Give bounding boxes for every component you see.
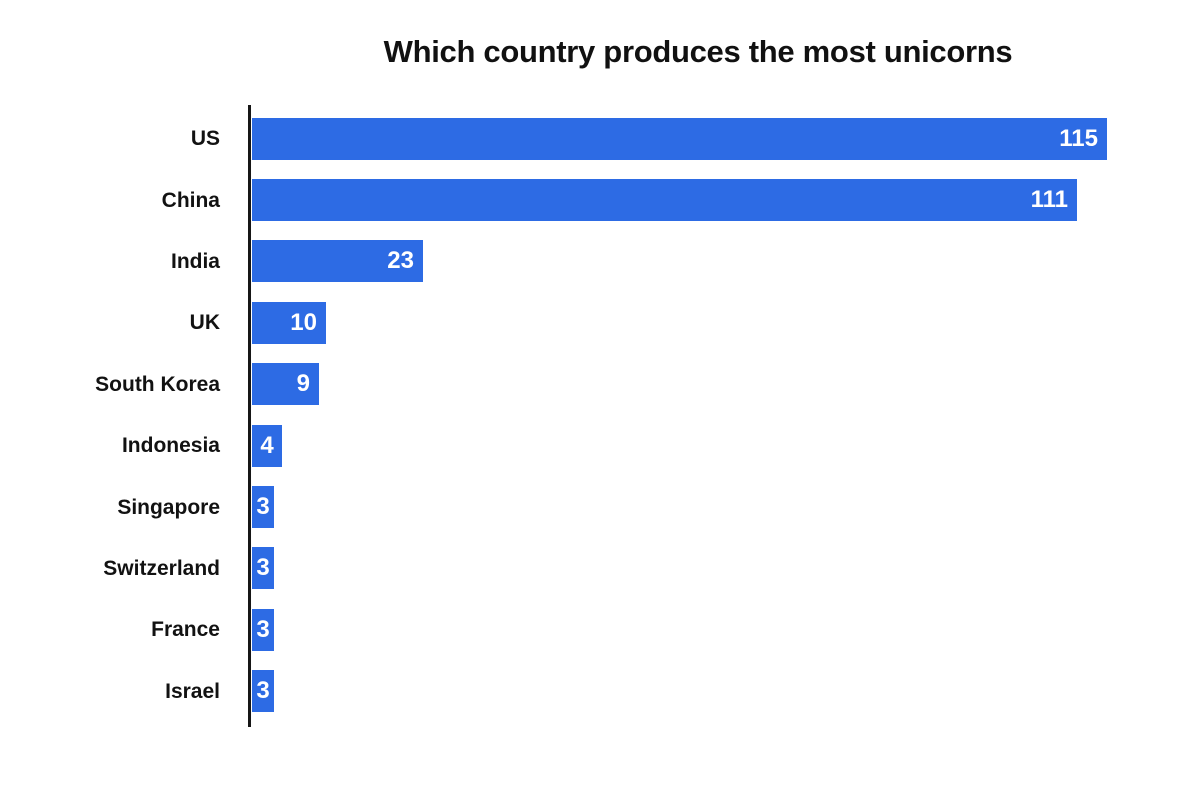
bar: 3 <box>252 486 274 529</box>
category-label: UK <box>189 311 220 335</box>
bar-track: 3 <box>252 486 1196 529</box>
chart-row: South Korea 9 <box>0 354 1196 415</box>
value-label: 3 <box>256 615 270 643</box>
chart-row: Indonesia 4 <box>0 415 1196 476</box>
bar-track: 23 <box>252 240 1196 283</box>
bar-track: 4 <box>252 424 1196 467</box>
bar-track: 111 <box>252 179 1196 222</box>
value-label: 10 <box>290 308 317 336</box>
value-label: 3 <box>256 677 270 705</box>
bar: 3 <box>252 547 274 590</box>
value-label: 23 <box>387 247 414 275</box>
value-label: 3 <box>256 554 270 582</box>
chart-row: France 3 <box>0 599 1196 660</box>
chart-row: US 115 <box>0 108 1196 169</box>
bar-track: 10 <box>252 301 1196 344</box>
bar: 3 <box>252 608 274 651</box>
category-label: Singapore <box>117 495 220 519</box>
category-label: India <box>170 249 220 273</box>
chart-row: India 23 <box>0 231 1196 292</box>
bars-group: US 115 China 111 India 23 UK 10 South Korea 9 Indo… <box>0 108 1196 722</box>
bar: 23 <box>252 240 423 283</box>
chart-title: Which country produces the most unicorns <box>383 34 1013 69</box>
bar: 4 <box>252 424 282 467</box>
category-label: South Korea <box>95 372 220 396</box>
bar-track: 115 <box>252 117 1196 160</box>
chart-row: UK 10 <box>0 292 1196 353</box>
value-label: 4 <box>260 431 274 459</box>
chart-row: Switzerland 3 <box>0 538 1196 599</box>
chart-row: Singapore 3 <box>0 476 1196 537</box>
value-label: 9 <box>296 370 310 398</box>
category-label: France <box>151 618 220 642</box>
chart-row: China 111 <box>0 169 1196 230</box>
bar-track: 3 <box>252 608 1196 651</box>
bar: 111 <box>252 179 1077 222</box>
value-label: 115 <box>1059 124 1098 152</box>
bar: 115 <box>252 117 1107 160</box>
category-label: Israel <box>165 679 220 703</box>
chart-row: Israel 3 <box>0 661 1196 722</box>
category-label: Indonesia <box>121 434 220 458</box>
bar-track: 9 <box>252 363 1196 406</box>
bar: 10 <box>252 301 326 344</box>
bar: 9 <box>252 363 319 406</box>
y-axis-line <box>248 105 251 727</box>
value-label: 3 <box>256 493 270 521</box>
bar-track: 3 <box>252 670 1196 713</box>
bar: 3 <box>252 670 274 713</box>
category-label: Switzerland <box>103 556 220 580</box>
category-label: China <box>161 188 220 212</box>
value-label: 111 <box>1030 186 1068 214</box>
bar-track: 3 <box>252 547 1196 590</box>
category-label: US <box>190 127 220 151</box>
